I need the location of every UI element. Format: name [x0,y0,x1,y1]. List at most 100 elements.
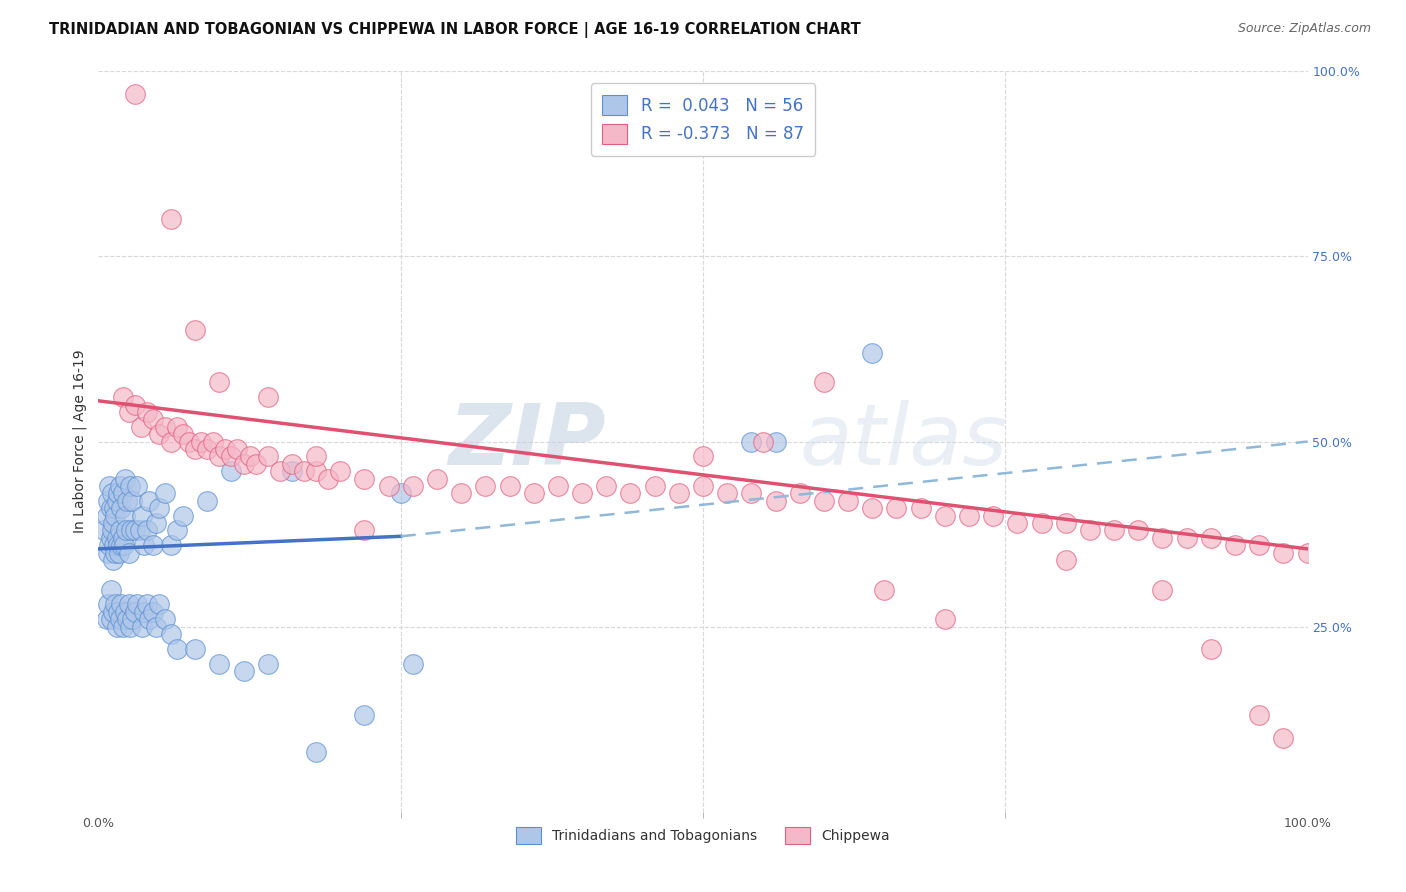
Point [134,605,156,619]
Point [498,479,520,493]
Point [118,405,141,419]
Point [1199,531,1222,545]
Point [1272,546,1295,560]
Point [148,598,170,612]
Point [202,434,225,449]
Point [1296,546,1319,560]
Point [305,450,328,464]
Point [104,508,127,523]
Point [118,546,141,560]
Point [184,641,207,656]
Point [910,501,932,516]
Point [644,479,666,493]
Point [160,538,183,552]
Text: Source: ZipAtlas.com: Source: ZipAtlas.com [1237,22,1371,36]
Point [547,479,569,493]
Point [692,479,714,493]
Point [1223,538,1246,552]
Point [245,457,267,471]
Point [934,612,956,626]
Point [208,376,231,390]
Point [426,471,449,485]
Point [256,390,278,404]
Point [108,479,131,493]
Point [101,553,124,567]
Point [166,524,188,538]
Point [740,486,762,500]
Point [179,434,201,449]
Point [124,524,146,538]
Point [716,486,738,500]
Point [860,501,883,516]
Point [172,508,194,523]
Point [121,493,143,508]
Point [97,546,120,560]
Point [138,612,160,626]
Point [269,464,291,478]
Point [1152,582,1174,597]
Point [813,376,835,390]
Point [103,538,125,552]
Point [101,516,124,530]
Point [377,479,399,493]
Point [292,464,315,478]
Point [305,746,328,760]
Point [208,450,231,464]
Point [114,508,136,523]
Point [1102,524,1125,538]
Point [860,345,883,359]
Point [1272,731,1295,745]
Point [1054,553,1077,567]
Point [166,641,188,656]
Point [1078,524,1101,538]
Point [135,524,157,538]
Point [124,87,146,101]
Point [1199,641,1222,656]
Point [97,598,120,612]
Point [118,479,141,493]
Point [752,434,775,449]
Point [105,619,128,633]
Point [96,612,118,626]
Point [160,212,183,227]
Point [160,627,183,641]
Point [138,493,160,508]
Point [1175,531,1198,545]
Point [100,524,122,538]
Point [740,434,762,449]
Point [195,493,218,508]
Point [117,493,139,508]
Point [765,493,787,508]
Point [131,619,153,633]
Point [100,486,122,500]
Point [145,619,167,633]
Point [153,612,176,626]
Point [110,598,132,612]
Point [765,434,787,449]
Point [110,501,132,516]
Point [121,612,143,626]
Point [474,479,496,493]
Point [98,538,121,552]
Point [160,434,183,449]
Point [184,442,207,456]
Point [873,582,896,597]
Point [619,486,641,500]
Point [281,464,304,478]
Point [134,538,156,552]
Point [148,501,170,516]
Point [789,486,811,500]
Point [214,442,236,456]
Point [402,479,425,493]
Point [1031,516,1053,530]
Point [108,546,131,560]
Point [813,493,835,508]
Point [108,524,131,538]
Text: atlas: atlas [800,400,1008,483]
Point [97,493,120,508]
Point [837,493,859,508]
Point [981,508,1004,523]
Point [124,398,146,412]
Point [104,598,127,612]
Point [256,657,278,671]
